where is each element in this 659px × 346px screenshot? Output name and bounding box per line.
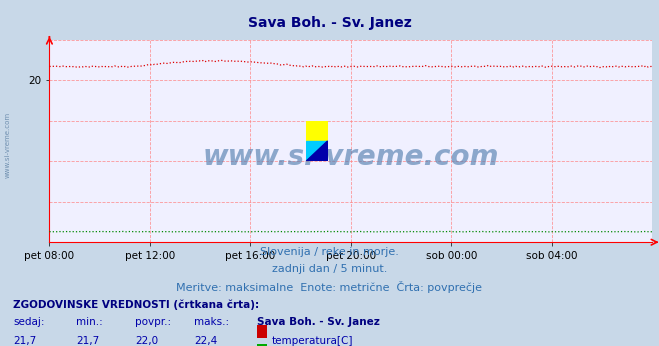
Text: 22,0: 22,0 — [135, 336, 158, 346]
Text: zadnji dan / 5 minut.: zadnji dan / 5 minut. — [272, 264, 387, 274]
Polygon shape — [317, 141, 328, 161]
Text: Sava Boh. - Sv. Janez: Sava Boh. - Sv. Janez — [257, 317, 380, 327]
Text: 21,7: 21,7 — [76, 336, 99, 346]
Text: ZGODOVINSKE VREDNOSTI (črtkana črta):: ZGODOVINSKE VREDNOSTI (črtkana črta): — [13, 299, 259, 310]
Text: temperatura[C]: temperatura[C] — [272, 336, 353, 346]
Text: min.:: min.: — [76, 317, 103, 327]
Text: www.si-vreme.com: www.si-vreme.com — [5, 112, 11, 179]
Text: sedaj:: sedaj: — [13, 317, 45, 327]
Text: povpr.:: povpr.: — [135, 317, 171, 327]
Text: Sava Boh. - Sv. Janez: Sava Boh. - Sv. Janez — [248, 16, 411, 29]
Text: Slovenija / reke in morje.: Slovenija / reke in morje. — [260, 247, 399, 257]
Text: 22,4: 22,4 — [194, 336, 217, 346]
Text: www.si-vreme.com: www.si-vreme.com — [203, 143, 499, 171]
Text: maks.:: maks.: — [194, 317, 229, 327]
Polygon shape — [306, 141, 328, 161]
Polygon shape — [306, 121, 328, 141]
Polygon shape — [306, 141, 328, 161]
Text: 21,7: 21,7 — [13, 336, 36, 346]
Text: Meritve: maksimalne  Enote: metrične  Črta: povprečje: Meritve: maksimalne Enote: metrične Črta… — [177, 281, 482, 293]
